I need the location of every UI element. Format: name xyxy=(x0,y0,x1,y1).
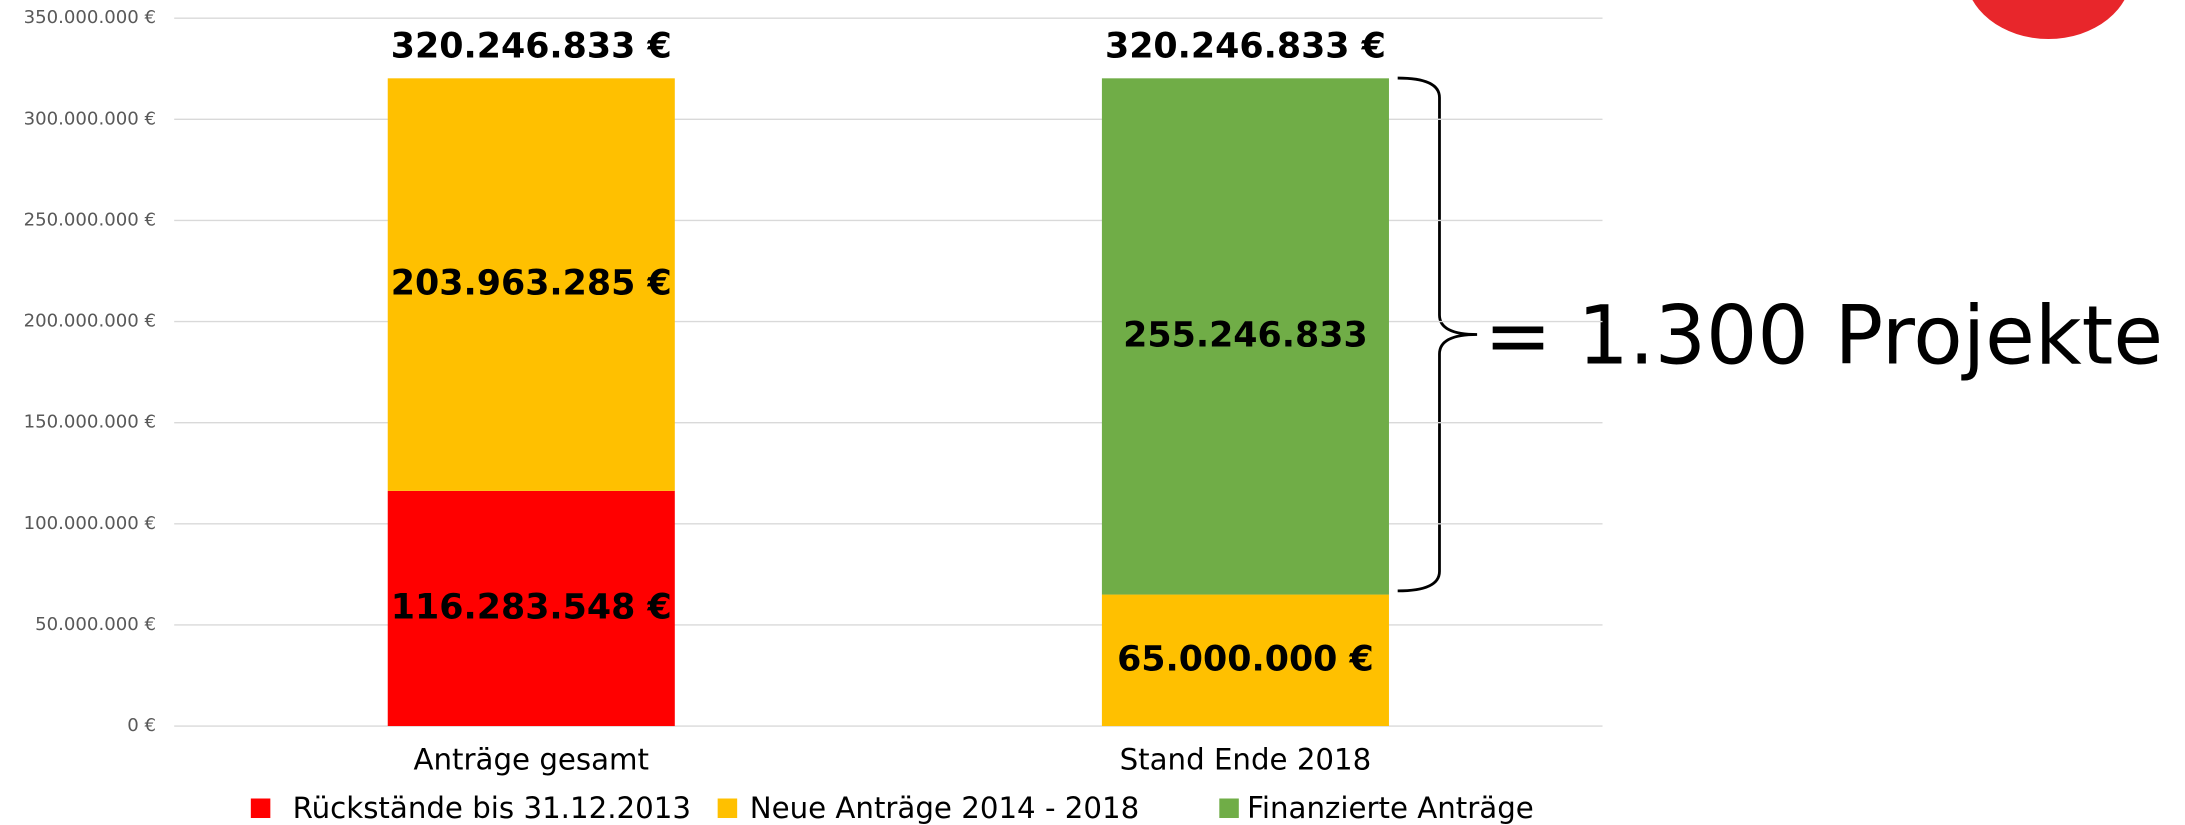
x-tick-label: Stand Ende 2018 xyxy=(1120,742,1372,776)
logo-fragment xyxy=(1972,0,2125,40)
annotation: = 1.300 Projekte xyxy=(1484,289,2163,383)
value-label: 203.963.285 € xyxy=(391,264,672,304)
legend-label: Neue Anträge 2014 - 2018 xyxy=(750,791,1140,825)
y-tick-label: 200.000.000 € xyxy=(24,311,157,332)
y-tick-label: 350.000.000 € xyxy=(24,7,157,28)
legend-swatch xyxy=(1219,798,1239,819)
x-tick-label: Anträge gesamt xyxy=(414,742,650,776)
bar-segment xyxy=(1101,594,1389,727)
legend-swatch xyxy=(250,798,271,819)
total-label: 320.246.833 € xyxy=(1105,27,1386,67)
y-tick-label: 50.000.000 € xyxy=(35,614,156,635)
y-tick-label: 150.000.000 € xyxy=(24,412,157,433)
y-tick-label: 100.000.000 € xyxy=(24,513,157,534)
legend-label: Rückstände bis 31.12.2013 xyxy=(293,791,691,825)
value-label: 255.246.833 xyxy=(1123,315,1368,355)
y-tick-label: 300.000.000 € xyxy=(24,108,157,129)
brace xyxy=(1397,76,1478,593)
total-label: 320.246.833 € xyxy=(391,27,672,67)
bar-segment xyxy=(387,490,675,727)
bar-segment xyxy=(387,78,675,491)
value-label: 116.283.548 € xyxy=(391,587,672,627)
y-tick-label: 0 € xyxy=(127,715,156,736)
value-label: 65.000.000 € xyxy=(1117,639,1374,679)
bar-segment xyxy=(1101,78,1389,595)
legend-swatch xyxy=(717,798,738,819)
y-tick-label: 250.000.000 € xyxy=(24,209,157,230)
legend-label: Finanzierte Anträge xyxy=(1247,791,1534,825)
